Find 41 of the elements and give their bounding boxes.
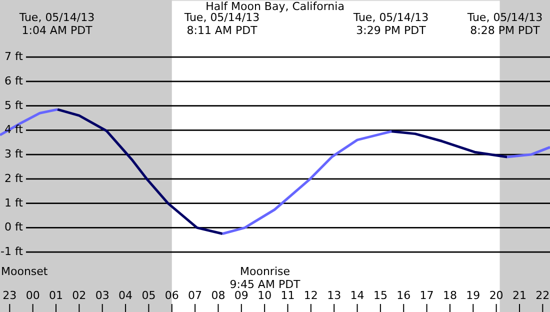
annotation: Tue, 05/14/13 8:11 AM PDT bbox=[183, 11, 260, 37]
x-tick-label: 10 bbox=[258, 289, 272, 302]
x-tick-label: 21 bbox=[512, 289, 526, 302]
annotation: Moonset bbox=[1, 265, 48, 278]
x-tick-label: 23 bbox=[2, 289, 17, 302]
x-tick-label: 15 bbox=[373, 289, 388, 302]
chart-title: Half Moon Bay, California bbox=[206, 0, 344, 13]
x-tick-label: 17 bbox=[420, 289, 434, 302]
x-tick-label: 08 bbox=[211, 289, 226, 302]
x-tick-label: 06 bbox=[164, 289, 179, 302]
y-tick-label: 2 ft bbox=[4, 172, 24, 185]
x-tick-label: 12 bbox=[304, 289, 318, 302]
x-tick-label: 01 bbox=[49, 289, 64, 302]
y-tick-label: 6 ft bbox=[4, 74, 24, 88]
x-tick-label: 20 bbox=[489, 289, 504, 302]
y-tick-label: -1 ft bbox=[0, 245, 24, 258]
y-tick-label: 3 ft bbox=[4, 148, 24, 161]
annotation: Tue, 05/14/13 3:29 PM PDT bbox=[352, 11, 429, 37]
x-tick-label: 18 bbox=[442, 289, 457, 302]
annotation: Tue, 05/14/13 8:28 PM PDT bbox=[466, 11, 543, 37]
annotation: Moonrise 9:45 AM PDT bbox=[230, 265, 301, 291]
x-tick-label: 13 bbox=[327, 289, 342, 302]
y-tick-label: 1 ft bbox=[4, 196, 24, 210]
x-tick-label: 03 bbox=[95, 289, 110, 302]
x-tick-label: 16 bbox=[396, 289, 411, 302]
y-tick-label: 0 ft bbox=[4, 220, 24, 234]
y-tick-label: 7 ft bbox=[4, 50, 24, 64]
x-tick-label: 11 bbox=[280, 289, 295, 302]
x-tick-label: 04 bbox=[118, 289, 133, 302]
y-tick-label: 5 ft bbox=[4, 98, 24, 112]
x-tick-label: 19 bbox=[466, 289, 480, 302]
x-tick-label: 02 bbox=[72, 289, 86, 302]
x-tick-label: 05 bbox=[142, 289, 156, 302]
annotation: Tue, 05/14/13 1:04 AM PDT bbox=[18, 11, 95, 37]
x-tick-label: 14 bbox=[350, 289, 364, 302]
x-tick-label: 00 bbox=[26, 289, 40, 302]
x-tick-label: 22 bbox=[536, 289, 550, 302]
line-series bbox=[0, 108, 59, 136]
y-tick-label: 4 ft bbox=[4, 123, 24, 136]
x-tick-label: 07 bbox=[188, 289, 202, 302]
x-tick-label: 09 bbox=[234, 289, 248, 302]
